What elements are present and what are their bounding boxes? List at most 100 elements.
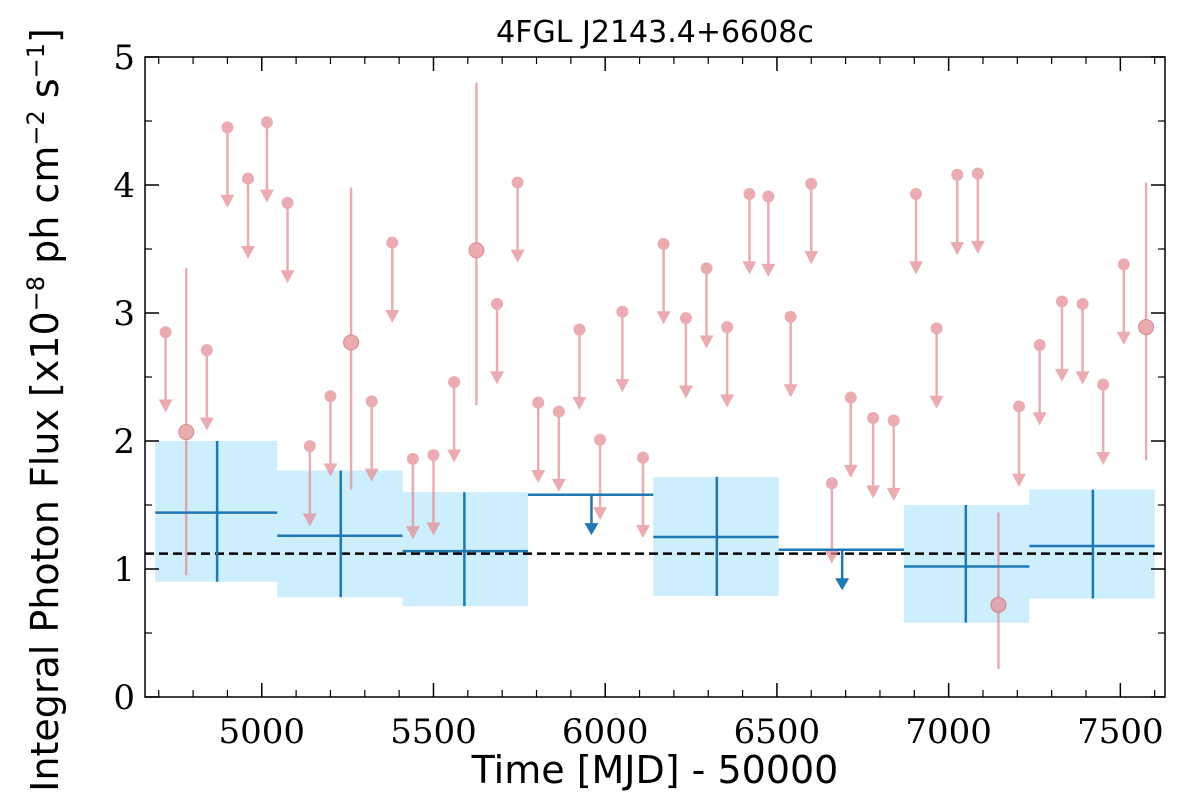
short-bin-upper-limit <box>742 187 757 275</box>
x-axis: 5000 5500 6000 6500 7000 7500 <box>158 57 1164 752</box>
short-bin-upper-limit <box>929 322 944 409</box>
short-bin-upper-limit <box>866 411 881 499</box>
upper-limit-marker <box>657 237 670 250</box>
long-bin-detection <box>155 441 278 582</box>
x-tick-label: 7000 <box>905 712 992 752</box>
short-bin-upper-limit <box>950 168 965 256</box>
upper-limit-marker <box>427 449 440 462</box>
long-bin-ul-arrowhead <box>584 523 599 536</box>
upper-limit-arrowhead <box>447 449 462 463</box>
upper-limit-arrowhead <box>742 261 757 275</box>
y-tick-label: 1 <box>113 550 135 590</box>
short-bin-upper-limit <box>551 405 566 492</box>
upper-limit-marker <box>844 391 857 404</box>
upper-limit-marker <box>200 344 213 357</box>
upper-limit-marker <box>511 176 524 189</box>
upper-limit-arrowhead <box>241 245 256 259</box>
short-bin-upper-limit <box>510 176 525 263</box>
upper-limit-marker <box>636 451 649 464</box>
short-bin-upper-limit <box>1075 298 1090 385</box>
short-bin-upper-limit <box>447 376 462 463</box>
upper-limit-marker <box>491 298 504 311</box>
detection-marker <box>343 334 360 351</box>
short-bin-upper-limit <box>572 323 587 410</box>
upper-limit-arrowhead <box>761 263 776 277</box>
upper-limit-arrowhead <box>1032 412 1047 426</box>
short-bin-detection <box>1138 182 1155 461</box>
short-bin-detection <box>178 268 195 576</box>
upper-limit-arrowhead <box>593 507 608 521</box>
upper-limit-arrowhead <box>1116 331 1131 345</box>
upper-limit-marker <box>616 305 629 318</box>
upper-limit-marker <box>406 452 419 465</box>
short-bin-upper-limit <box>364 395 379 482</box>
upper-limit-arrowhead <box>1012 473 1027 487</box>
upper-limit-arrowhead <box>490 371 505 385</box>
short-bin-upper-limit <box>323 390 338 477</box>
upper-limit-arrowhead <box>531 469 546 483</box>
upper-limit-arrowhead <box>699 335 714 349</box>
chart-title: 4FGL J2143.4+6608c <box>496 15 814 50</box>
short-bin-upper-limit <box>783 310 798 398</box>
short-bin-upper-limit <box>1116 258 1131 345</box>
upper-limit-arrowhead <box>804 251 819 265</box>
short-bin-upper-limit <box>909 187 924 275</box>
short-bin-upper-limit <box>656 237 671 325</box>
upper-limit-marker <box>700 262 713 275</box>
short-bin-upper-limit <box>426 449 441 536</box>
long-bin-upper-limit <box>527 493 654 536</box>
short-bin-upper-limit <box>1012 400 1027 487</box>
detection-marker <box>178 424 195 441</box>
upper-limit-marker <box>1033 339 1046 351</box>
upper-limit-marker <box>743 187 756 200</box>
upper-limit-arrowhead <box>929 395 944 409</box>
short-bin-detection <box>990 512 1007 669</box>
upper-limit-arrowhead <box>426 522 441 536</box>
upper-limit-arrowhead <box>385 309 400 323</box>
y-axis: 0 1 2 3 4 5 <box>113 38 1165 718</box>
x-tick-label: 5000 <box>219 712 306 752</box>
upper-limit-marker <box>930 322 943 335</box>
upper-limit-marker <box>552 405 565 418</box>
upper-limit-arrowhead <box>1075 371 1090 385</box>
short-bin-upper-limit <box>824 477 839 564</box>
short-bin-detection <box>468 82 485 406</box>
upper-limit-marker <box>951 168 964 181</box>
short-bin-upper-limit <box>635 451 650 538</box>
short-bin-upper-limit <box>593 433 608 521</box>
upper-limit-marker <box>867 411 880 424</box>
x-tick-label: 5500 <box>390 712 477 752</box>
upper-limit-arrowhead <box>615 379 630 393</box>
short-bin-upper-limit <box>158 326 173 413</box>
upper-limit-arrowhead <box>783 384 798 398</box>
upper-limit-arrowhead <box>970 240 985 254</box>
upper-limit-marker <box>971 167 984 180</box>
short-bin-upper-limit <box>699 262 714 349</box>
short-bin-upper-limit <box>302 440 317 527</box>
y-axis-label-part2: ph cm <box>23 146 67 276</box>
y-tick-label: 0 <box>113 678 135 718</box>
upper-limit-marker <box>386 236 399 249</box>
upper-limit-arrowhead <box>909 261 924 275</box>
short-bin-upper-limit <box>385 236 400 323</box>
detection-marker <box>990 596 1007 613</box>
y-axis-label: Integral Photon Flux [x10−8 ph cm−2 s−1] <box>22 28 67 792</box>
upper-limit-marker <box>260 116 273 129</box>
upper-limit-marker <box>762 190 775 203</box>
y-tick-label: 3 <box>113 294 135 334</box>
long-bin-detection <box>653 476 779 596</box>
short-bin-upper-limit <box>970 167 985 254</box>
short-bin-upper-limit <box>490 298 505 385</box>
x-tick-label: 7500 <box>1077 712 1164 752</box>
upper-limit-arrowhead <box>720 394 735 408</box>
upper-limit-arrowhead <box>280 270 295 284</box>
upper-limit-arrowhead <box>551 478 566 492</box>
upper-limit-marker <box>1055 295 1068 308</box>
upper-limit-marker <box>1013 400 1026 413</box>
upper-limit-arrowhead <box>678 385 693 399</box>
upper-limit-marker <box>324 390 337 403</box>
upper-limit-marker <box>825 477 838 490</box>
short-bin-upper-limit <box>1054 295 1069 382</box>
short-bin-upper-limit <box>886 414 901 501</box>
short-bin-upper-limit <box>220 121 235 208</box>
